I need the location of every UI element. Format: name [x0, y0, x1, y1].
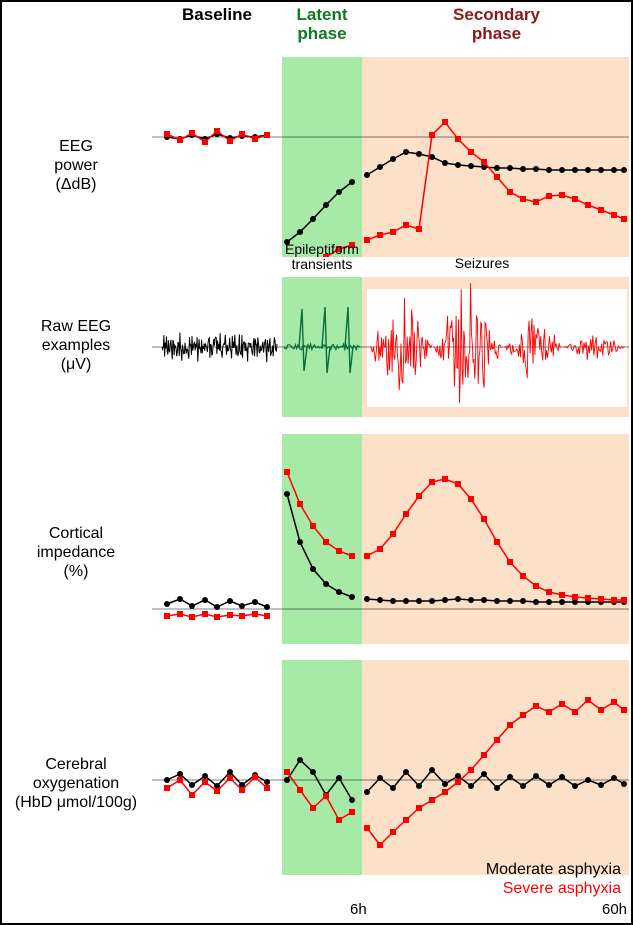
legend-moderate: Moderate asphyxia	[486, 860, 621, 879]
figure: Baseline Latentphase Secondaryphase EEGp…	[0, 0, 633, 925]
phase-header-secondary: Secondaryphase	[362, 2, 631, 52]
x-tick-60h: 60h	[602, 901, 627, 918]
panel-raw-eeg: Raw EEGexamples(μV) Epileptiformtransien…	[2, 277, 631, 417]
annotation-seizures: Seizures	[442, 255, 522, 271]
phase-header-latent: Latentphase	[282, 2, 362, 52]
legend: Moderate asphyxia Severe asphyxia	[486, 860, 621, 898]
x-tick-6h: 6h	[350, 901, 367, 918]
panel-cortical-impedance: Corticalimpedance(%)	[2, 434, 631, 644]
chart-cerebral-oxygenation	[2, 660, 631, 875]
panel-cerebral-oxygenation: Cerebraloxygenation(HbD μmol/100g)	[2, 660, 631, 875]
phase-header-baseline: Baseline	[152, 2, 282, 52]
legend-severe: Severe asphyxia	[486, 879, 621, 898]
chart-cortical-impedance	[2, 434, 631, 644]
panel-eeg-power: EEGpower(ΔdB)	[2, 57, 631, 257]
chart-eeg-power	[2, 57, 631, 257]
annotation-epileptiform: Epileptiformtransients	[280, 242, 364, 271]
chart-raw-eeg	[2, 277, 631, 417]
